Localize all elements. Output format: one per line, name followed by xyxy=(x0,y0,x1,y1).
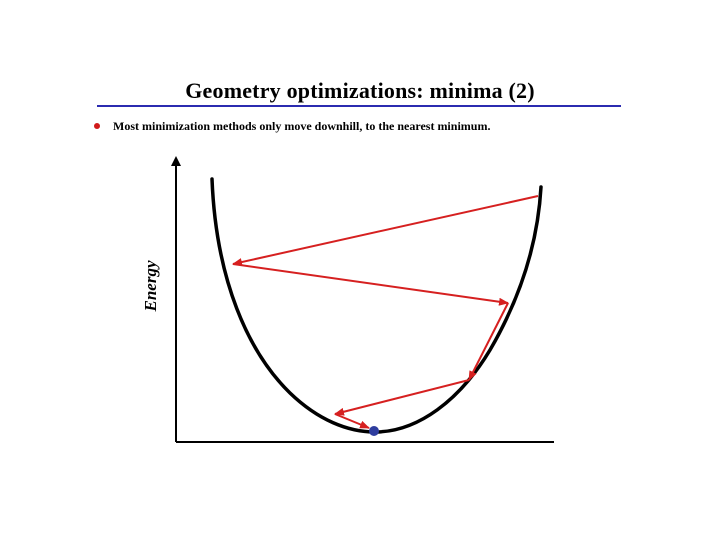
bullet-text: Most minimization methods only move down… xyxy=(113,118,491,133)
step-arrow-2 xyxy=(232,263,509,306)
step-arrow-4 xyxy=(334,379,470,416)
step-arrow-1 xyxy=(232,195,539,266)
slide-title: Geometry optimizations: minima (2) xyxy=(185,78,535,103)
title-rule xyxy=(97,105,621,107)
step-arrow-5 xyxy=(334,413,370,429)
minimum-point-icon xyxy=(369,426,379,436)
bullet-item: Most minimization methods only move down… xyxy=(94,118,490,134)
y-axis-label: Energy xyxy=(141,260,160,312)
downhill-steps xyxy=(232,195,539,429)
step-arrow-3 xyxy=(468,302,509,381)
bullet-dot-icon xyxy=(94,123,100,129)
energy-curve xyxy=(210,177,543,434)
